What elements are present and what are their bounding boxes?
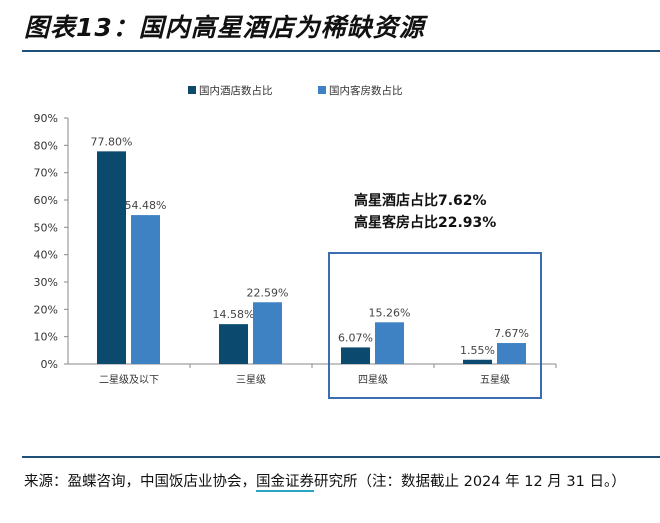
x-tick-label: 四星级 [358, 374, 388, 386]
y-tick-label: 80% [34, 139, 58, 152]
bar-rooms [375, 322, 404, 364]
chart-title: 图表13：国内高星酒店为稀缺资源 [24, 13, 425, 42]
source-suffix: 研究所（注：数据截止 2024 年 12 月 31 日。） [314, 474, 626, 490]
annotation-text: 高星酒店占比7.62% [354, 192, 487, 209]
bar-rooms [253, 302, 282, 364]
source-note: 来源：盈蝶咨询，中国饭店业协会，国金证券研究所（注：数据截止 2024 年 12… [24, 466, 644, 499]
data-label: 7.67% [494, 327, 529, 340]
data-label: 22.59% [247, 286, 289, 299]
legend-label: 国内客房数占比 [329, 84, 403, 97]
source-brand: 国金证券 [256, 474, 314, 492]
y-tick-label: 50% [34, 221, 58, 234]
annotation-text: 高星客房占比22.93% [354, 214, 496, 231]
y-tick-label: 60% [34, 194, 58, 207]
data-label: 54.48% [125, 199, 167, 212]
y-tick-label: 40% [34, 249, 58, 262]
y-tick-label: 10% [34, 331, 58, 344]
y-tick-label: 30% [34, 276, 58, 289]
y-tick-label: 70% [34, 167, 58, 180]
y-tick-label: 0% [41, 358, 58, 371]
bar-rooms [131, 215, 160, 364]
data-label: 6.07% [338, 331, 373, 344]
y-tick-label: 90% [34, 112, 58, 125]
data-label: 14.58% [213, 308, 255, 321]
bar-hotels [463, 359, 492, 364]
x-tick-label: 三星级 [236, 374, 266, 386]
bar-hotels [341, 347, 370, 364]
data-label: 15.26% [369, 306, 411, 319]
legend-swatch [188, 86, 196, 94]
source-prefix: 来源：盈蝶咨询，中国饭店业协会， [24, 474, 256, 490]
bar-hotels [97, 151, 126, 364]
legend-swatch [318, 86, 326, 94]
highlight-box [328, 252, 542, 399]
bar-rooms [497, 343, 526, 364]
y-tick-label: 20% [34, 303, 58, 316]
x-tick-label: 二星级及以下 [99, 374, 159, 386]
data-label: 77.80% [91, 135, 133, 148]
data-label: 1.55% [460, 344, 495, 357]
footer-rule [22, 456, 660, 458]
x-tick-label: 五星级 [480, 374, 510, 386]
bar-chart: 0% 10% 20% 30% 40% 50% 60% 70% 80% 90% 二星级及以下 77.80… [34, 84, 557, 399]
bar-hotels [219, 324, 248, 364]
title-rule [22, 50, 660, 52]
legend-label: 国内酒店数占比 [199, 84, 273, 97]
